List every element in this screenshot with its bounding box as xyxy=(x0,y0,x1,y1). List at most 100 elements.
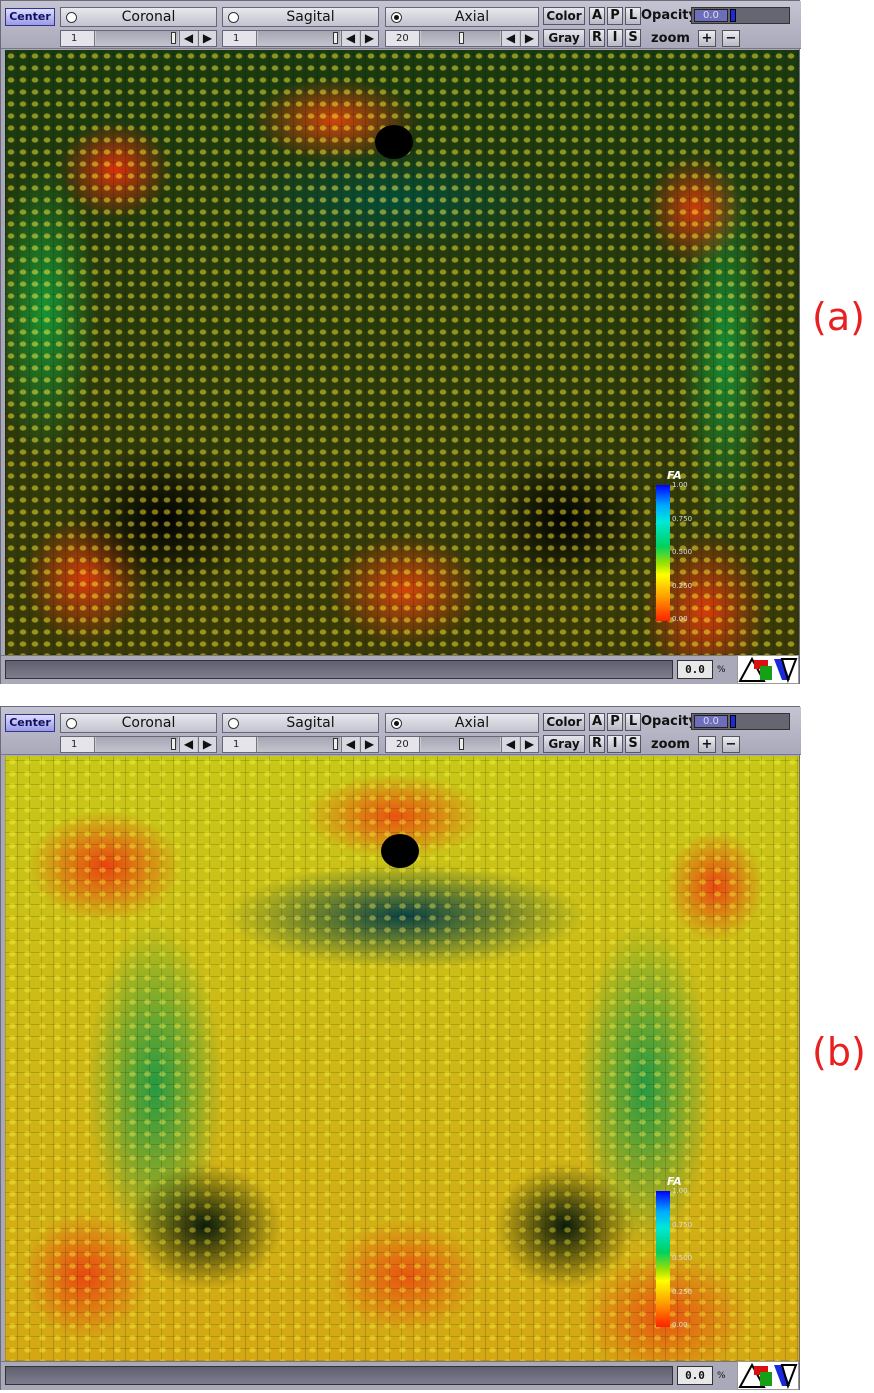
zoom-label: zoom xyxy=(651,31,690,46)
color-button[interactable]: Color xyxy=(543,7,585,25)
arrow-right-icon[interactable]: ▶ xyxy=(198,31,216,46)
view-left-button[interactable]: L xyxy=(625,713,641,731)
slider-thumb[interactable] xyxy=(459,32,464,44)
sagital-radio[interactable]: Sagital xyxy=(222,7,379,27)
status-bar: 0.0 % xyxy=(1,655,737,684)
view-posterior-button[interactable]: P xyxy=(607,713,623,731)
arrow-left-icon[interactable]: ◀ xyxy=(341,31,359,46)
view-left-button[interactable]: L xyxy=(625,7,641,25)
axial-radio[interactable]: Axial xyxy=(385,7,539,27)
colorbar-title: FA xyxy=(667,1175,682,1188)
center-button[interactable]: Center xyxy=(5,8,55,26)
view-inferior-button[interactable]: I xyxy=(607,735,623,753)
coronal-slider[interactable]: 1 ◀ ▶ xyxy=(60,30,217,47)
view-right-button[interactable]: R xyxy=(589,735,605,753)
opacity-slider-knob[interactable] xyxy=(730,9,736,22)
radio-icon xyxy=(228,718,239,729)
radio-icon xyxy=(66,12,77,23)
arrow-left-icon[interactable]: ◀ xyxy=(179,31,197,46)
view-right-button[interactable]: R xyxy=(589,29,605,47)
logo-icon xyxy=(738,656,798,684)
zoom-out-button[interactable]: − xyxy=(722,736,740,753)
app-logo xyxy=(737,1361,799,1390)
arrow-right-icon[interactable]: ▶ xyxy=(360,31,378,46)
opacity-value: 0.0 xyxy=(694,715,728,728)
slider-thumb[interactable] xyxy=(171,738,176,750)
ventricle-hole xyxy=(381,834,419,868)
axial-radio[interactable]: Axial xyxy=(385,713,539,733)
coronal-radio[interactable]: Coronal xyxy=(60,713,217,733)
colorbar-tick: 0.750 xyxy=(672,515,693,523)
zoom-in-button[interactable]: + xyxy=(698,30,716,47)
colorbar-tick: 0.250 xyxy=(672,1288,693,1296)
logo-icon xyxy=(738,1362,798,1390)
sagital-label: Sagital xyxy=(286,715,335,731)
arrow-right-icon[interactable]: ▶ xyxy=(198,737,216,752)
viewer-window-a: Center Coronal Sagital Axial Color Gray … xyxy=(0,0,801,684)
colorbar-tick: 0.00 xyxy=(672,1321,688,1329)
colorbar-tick: 0.00 xyxy=(672,615,688,623)
view-superior-button[interactable]: S xyxy=(625,735,641,753)
coronal-label: Coronal xyxy=(121,9,176,25)
colorbar-tick: 0.250 xyxy=(672,582,693,590)
arrow-left-icon[interactable]: ◀ xyxy=(501,31,519,46)
axial-slice-value: 20 xyxy=(386,737,420,752)
slider-thumb[interactable] xyxy=(333,32,338,44)
coronal-slider[interactable]: 1 ◀ ▶ xyxy=(60,736,217,753)
arrow-left-icon[interactable]: ◀ xyxy=(179,737,197,752)
axial-slider[interactable]: 20 ◀ ▶ xyxy=(385,30,539,47)
arrow-right-icon[interactable]: ▶ xyxy=(360,737,378,752)
coronal-slider-track[interactable] xyxy=(96,737,178,752)
coronal-label: Coronal xyxy=(121,715,176,731)
sagital-slider-track[interactable] xyxy=(258,737,340,752)
opacity-slider[interactable]: 0.0 xyxy=(691,713,790,730)
axial-label: Axial xyxy=(454,9,490,25)
zoom-in-button[interactable]: + xyxy=(698,736,716,753)
slider-thumb[interactable] xyxy=(333,738,338,750)
sagital-slider[interactable]: 1 ◀ ▶ xyxy=(222,736,379,753)
gray-button[interactable]: Gray xyxy=(543,29,585,47)
coronal-slider-track[interactable] xyxy=(96,31,178,46)
opacity-slider[interactable]: 0.0 xyxy=(691,7,790,24)
arrow-right-icon[interactable]: ▶ xyxy=(520,737,538,752)
sagital-radio[interactable]: Sagital xyxy=(222,713,379,733)
radio-icon xyxy=(66,718,77,729)
arrow-right-icon[interactable]: ▶ xyxy=(520,31,538,46)
toolbar: Center Coronal Sagital Axial Color Gray … xyxy=(1,1,801,49)
arrow-left-icon[interactable]: ◀ xyxy=(501,737,519,752)
axial-slider-track[interactable] xyxy=(421,737,500,752)
app-logo xyxy=(737,655,799,684)
opacity-slider-knob[interactable] xyxy=(730,715,736,728)
slider-thumb[interactable] xyxy=(459,738,464,750)
sagital-label: Sagital xyxy=(286,9,335,25)
view-anterior-button[interactable]: A xyxy=(589,7,605,25)
zoom-out-button[interactable]: − xyxy=(722,30,740,47)
radio-selected-icon xyxy=(391,718,402,729)
colorbar-gradient xyxy=(656,485,670,621)
tensor-glyph-viewport[interactable]: FA 1.00 0.750 0.500 0.250 0.00 xyxy=(5,756,799,1361)
opacity-value: 0.0 xyxy=(694,9,728,22)
opacity-label: Opacity xyxy=(641,8,697,23)
view-superior-button[interactable]: S xyxy=(625,29,641,47)
gray-button[interactable]: Gray xyxy=(543,735,585,753)
figure-label-a: (a) xyxy=(812,295,865,339)
sagital-slider[interactable]: 1 ◀ ▶ xyxy=(222,30,379,47)
progress-bar xyxy=(5,660,673,679)
center-button[interactable]: Center xyxy=(5,714,55,732)
slider-thumb[interactable] xyxy=(171,32,176,44)
opacity-label: Opacity xyxy=(641,714,697,729)
viewer-window-b: Center Coronal Sagital Axial Color Gray … xyxy=(0,706,801,1390)
ventricle-hole xyxy=(375,125,413,159)
view-inferior-button[interactable]: I xyxy=(607,29,623,47)
axial-slider-track[interactable] xyxy=(421,31,500,46)
sagital-slider-track[interactable] xyxy=(258,31,340,46)
arrow-left-icon[interactable]: ◀ xyxy=(341,737,359,752)
color-button[interactable]: Color xyxy=(543,713,585,731)
coronal-radio[interactable]: Coronal xyxy=(60,7,217,27)
tensor-glyph-viewport[interactable]: FA 1.00 0.750 0.500 0.250 0.00 xyxy=(5,50,799,655)
view-anterior-button[interactable]: A xyxy=(589,713,605,731)
axial-label: Axial xyxy=(454,715,490,731)
view-posterior-button[interactable]: P xyxy=(607,7,623,25)
axial-slider[interactable]: 20 ◀ ▶ xyxy=(385,736,539,753)
sagital-slice-value: 1 xyxy=(223,31,257,46)
